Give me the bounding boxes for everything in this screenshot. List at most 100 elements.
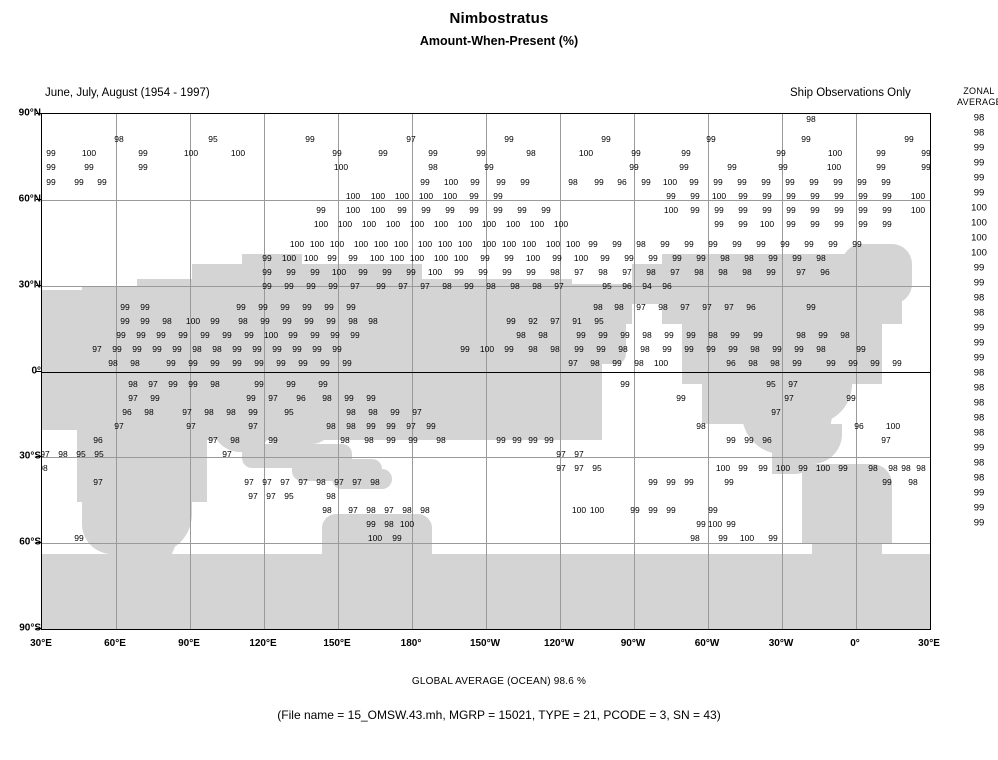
map-cell-value: 100 xyxy=(433,252,449,263)
map-cell-value: 99 xyxy=(464,280,474,291)
map-cell-value: 98 xyxy=(568,176,578,187)
zonal-average-value: 98 xyxy=(973,307,985,319)
map-cell-value: 100 xyxy=(81,147,97,158)
map-cell-value: 97 xyxy=(724,301,734,312)
map-cell-value: 100 xyxy=(910,190,926,201)
world-map-plot[interactable]: 98 98 95 99 97 99 99 99 99 99 99 100 99 100 100 99 99 99 9… xyxy=(41,113,931,630)
map-cell-value: 98 xyxy=(550,266,560,277)
zonal-average-value: 99 xyxy=(973,277,985,289)
map-cell-value: 99 xyxy=(348,252,358,263)
map-cell-value: 97 xyxy=(266,490,276,501)
map-cell-value: 99 xyxy=(758,462,768,473)
map-cell-value: 98 xyxy=(326,420,336,431)
map-cell-value: 99 xyxy=(882,218,892,229)
landmass-shape xyxy=(842,244,912,304)
map-cell-value: 100 xyxy=(345,190,361,201)
map-cell-value: 99 xyxy=(132,343,142,354)
map-cell-value: 99 xyxy=(818,329,828,340)
map-cell-value: 99 xyxy=(74,176,84,187)
map-cell-value: 97 xyxy=(262,476,272,487)
map-cell-value: 96 xyxy=(622,280,632,291)
equator-line xyxy=(42,372,930,373)
map-cell-value: 99 xyxy=(386,420,396,431)
zonal-average-value: 98 xyxy=(973,412,985,424)
map-cell-value: 100 xyxy=(361,218,377,229)
grid-line-vertical xyxy=(856,114,857,629)
map-cell-value: 98 xyxy=(108,357,118,368)
grid-line-horizontal xyxy=(42,543,930,544)
map-cell-value: 98 xyxy=(510,280,520,291)
grid-line-vertical xyxy=(264,114,265,629)
map-cell-value: 99 xyxy=(738,204,748,215)
map-cell-value: 99 xyxy=(386,434,396,445)
map-cell-value: 96 xyxy=(617,176,627,187)
map-cell-value: 98 xyxy=(590,357,600,368)
map-cell-value: 100 xyxy=(309,238,325,249)
map-cell-value: 99 xyxy=(598,329,608,340)
map-cell-value: 99 xyxy=(366,392,376,403)
map-cell-value: 100 xyxy=(573,252,589,263)
map-cell-value: 96 xyxy=(93,434,103,445)
map-cell-value: 100 xyxy=(453,252,469,263)
map-cell-value: 99 xyxy=(526,266,536,277)
map-cell-value: 98 xyxy=(696,420,706,431)
map-cell-value: 99 xyxy=(708,504,718,515)
map-cell-value: 99 xyxy=(320,357,330,368)
map-cell-value: 97 xyxy=(114,420,124,431)
map-cell-value: 98 xyxy=(322,392,332,403)
map-cell-value: 99 xyxy=(660,238,670,249)
map-cell-value: 99 xyxy=(679,161,689,172)
map-cell-value: 100 xyxy=(565,238,581,249)
map-cell-value: 99 xyxy=(882,204,892,215)
map-cell-value: 99 xyxy=(254,378,264,389)
map-cell-value: 100 xyxy=(418,190,434,201)
zonal-average-value: 98 xyxy=(973,397,985,409)
map-cell-value: 97 xyxy=(622,266,632,277)
map-cell-value: 98 xyxy=(690,532,700,543)
longitude-tick-label: 90°W xyxy=(620,638,646,649)
map-cell-value: 97 xyxy=(41,448,50,459)
map-cell-value: 99 xyxy=(262,266,272,277)
map-cell-value: 99 xyxy=(46,161,56,172)
map-cell-value: 99 xyxy=(397,204,407,215)
map-cell-value: 96 xyxy=(296,392,306,403)
map-cell-value: 100 xyxy=(481,238,497,249)
map-cell-value: 98 xyxy=(750,343,760,354)
map-cell-value: 99 xyxy=(156,329,166,340)
map-cell-value: 99 xyxy=(786,204,796,215)
grid-line-vertical xyxy=(486,114,487,629)
map-cell-value: 99 xyxy=(624,252,634,263)
map-cell-value: 99 xyxy=(714,204,724,215)
map-cell-value: 97 xyxy=(556,448,566,459)
map-cell-value: 95 xyxy=(594,315,604,326)
map-cell-value: 99 xyxy=(342,357,352,368)
map-cell-value: 98 xyxy=(42,462,48,473)
landmass-shape xyxy=(602,314,626,364)
map-cell-value: 99 xyxy=(378,147,388,158)
map-cell-value: 99 xyxy=(306,280,316,291)
zonal-average-value: 100 xyxy=(971,232,987,244)
map-cell-value: 100 xyxy=(417,238,433,249)
map-cell-value: 99 xyxy=(776,147,786,158)
map-cell-value: 98 xyxy=(532,280,542,291)
map-cell-value: 100 xyxy=(910,204,926,215)
map-cell-value: 98 xyxy=(346,406,356,417)
map-cell-value: 95 xyxy=(94,448,104,459)
latitude-tick-label: 90°N xyxy=(18,107,41,119)
map-cell-value: 99 xyxy=(138,161,148,172)
landmass-shape xyxy=(242,254,302,268)
zonal-average-value: 98 xyxy=(973,127,985,139)
map-cell-value: 100 xyxy=(775,462,791,473)
zonal-average-value: 99 xyxy=(973,172,985,184)
map-cell-value: 99 xyxy=(262,252,272,263)
map-cell-value: 99 xyxy=(882,190,892,201)
map-cell-value: 98 xyxy=(402,504,412,515)
map-cell-value: 99 xyxy=(684,476,694,487)
map-cell-value: 98 xyxy=(212,343,222,354)
map-cell-value: 98 xyxy=(368,315,378,326)
map-cell-value: 98 xyxy=(204,406,214,417)
season-label: June, July, August (1954 - 1997) xyxy=(45,87,210,99)
map-cell-value: 99 xyxy=(254,357,264,368)
map-cell-value: 97 xyxy=(384,504,394,515)
map-cell-value: 99 xyxy=(152,343,162,354)
